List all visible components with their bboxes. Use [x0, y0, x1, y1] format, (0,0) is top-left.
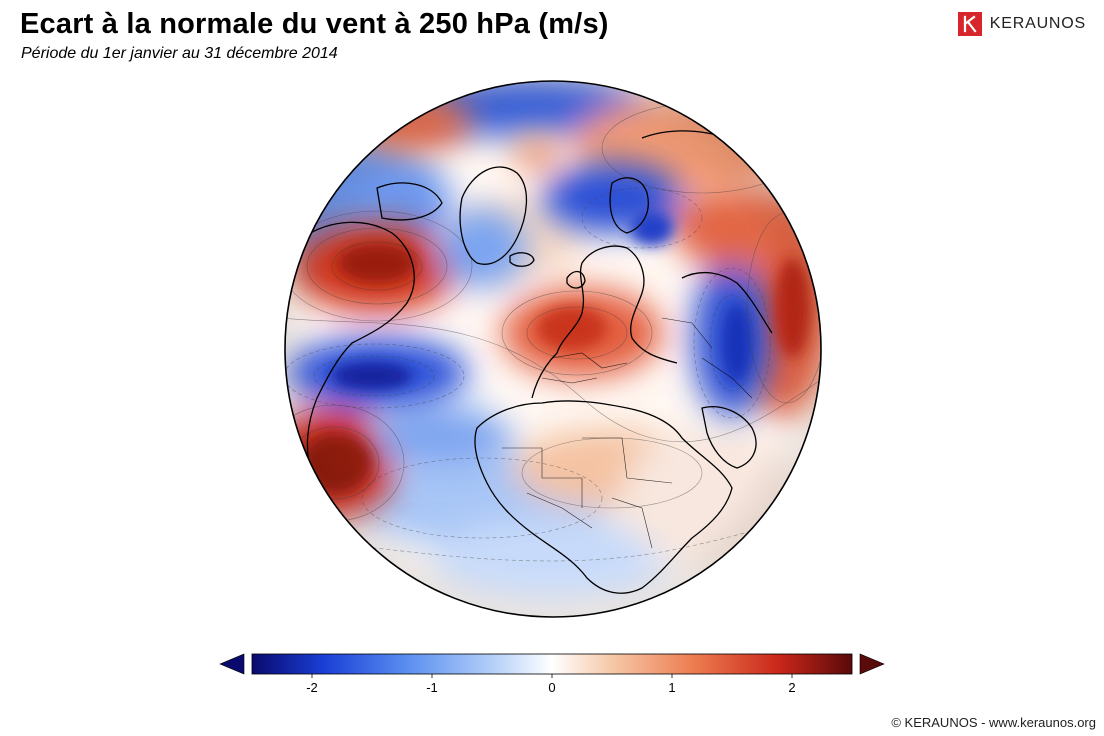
globe-map — [284, 80, 822, 618]
keraunos-k-logo-icon — [957, 12, 982, 36]
page-subtitle: Période du 1er janvier au 31 décembre 20… — [21, 45, 338, 62]
colorbar-max-arrow-icon — [859, 653, 885, 675]
colorbar-tick-label: -1 — [426, 680, 438, 695]
colorbar-gradient — [251, 653, 853, 675]
colorbar-min-arrow-icon — [219, 653, 245, 675]
colorbar-tick-label: 0 — [548, 680, 556, 695]
colorbar-tick-label: 2 — [788, 680, 796, 695]
colorbar-tick-label: 1 — [668, 680, 676, 695]
brand: KERAUNOS — [957, 12, 1086, 36]
colorbar-tick-label: -2 — [306, 680, 318, 695]
page-title: Ecart à la normale du vent à 250 hPa (m/… — [20, 8, 609, 40]
brand-name: KERAUNOS — [989, 15, 1086, 32]
copyright-footer: © KERAUNOS - www.keraunos.org — [891, 715, 1096, 730]
colorbar — [219, 653, 885, 678]
